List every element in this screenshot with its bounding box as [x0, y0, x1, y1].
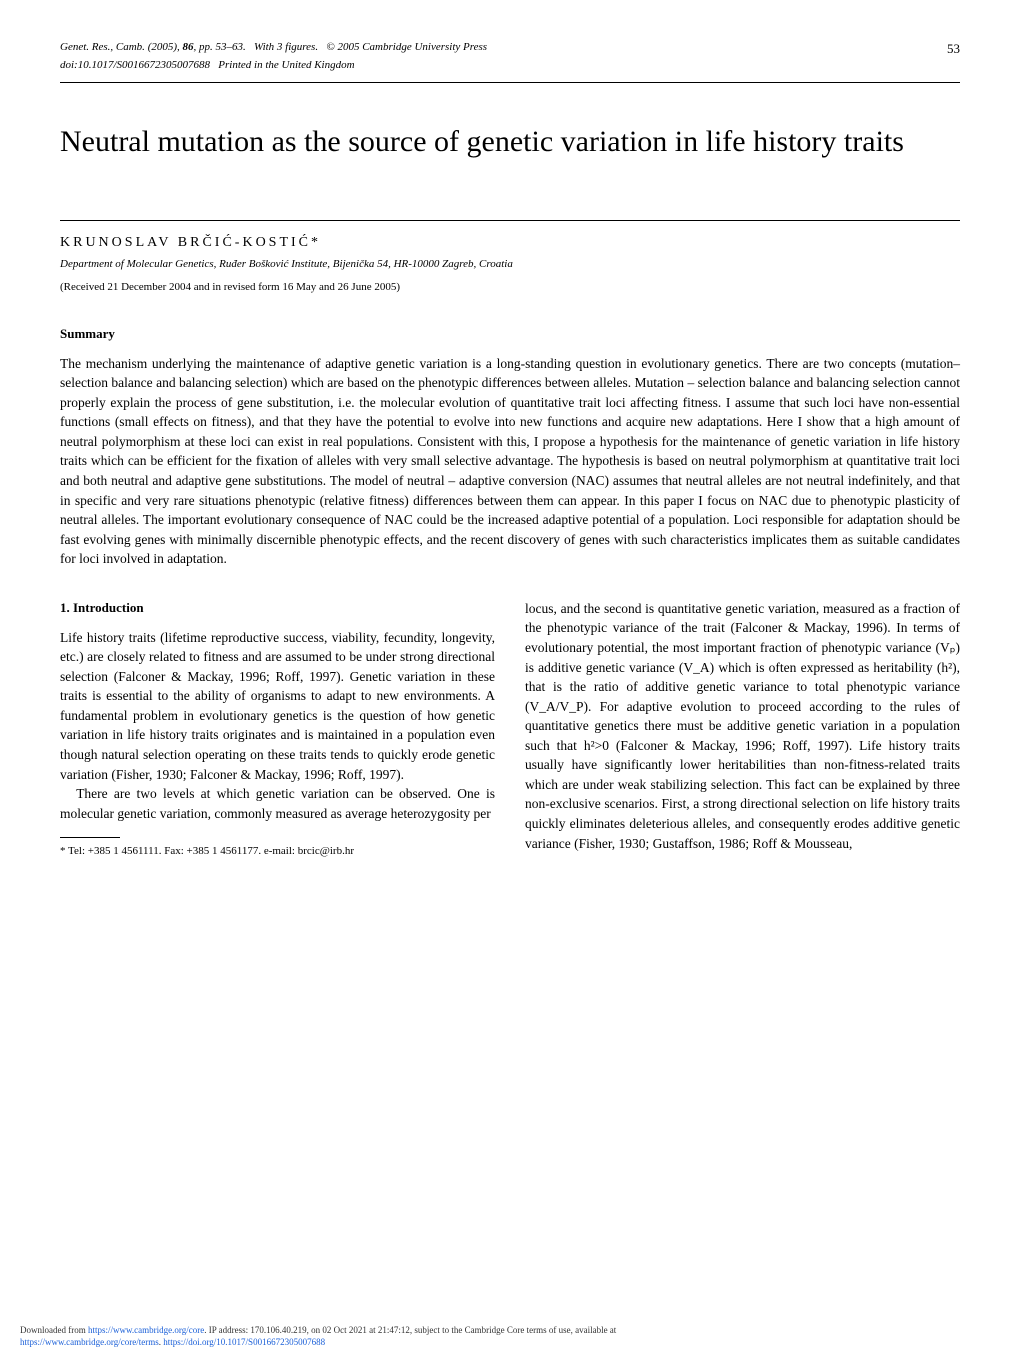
- journal-doi: doi:10.1017/S0016672305007688: [60, 59, 210, 71]
- column-left: 1. Introduction Life history traits (lif…: [60, 599, 495, 860]
- author-section: KRUNOSLAV BRČIĆ-KOSTIĆ* Department of Mo…: [60, 220, 960, 295]
- journal-name: Genet. Res., Camb.: [60, 41, 145, 53]
- footer-link-core[interactable]: https://www.cambridge.org/core: [88, 1325, 204, 1335]
- journal-copyright: © 2005 Cambridge University Press: [326, 41, 487, 53]
- body-columns: 1. Introduction Life history traits (lif…: [60, 599, 960, 860]
- footer-post: . IP address: 170.106.40.219, on 02 Oct …: [204, 1325, 616, 1335]
- summary-text: The mechanism underlying the maintenance…: [60, 354, 960, 569]
- journal-pages: pp. 53–63.: [199, 41, 246, 53]
- journal-figures: With 3 figures.: [254, 41, 318, 53]
- page-number: 53: [947, 40, 960, 58]
- footer-pre: Downloaded from: [20, 1325, 88, 1335]
- author-footnote: * Tel: +385 1 4561111. Fax: +385 1 45611…: [60, 844, 495, 860]
- column-right: locus, and the second is quantitative ge…: [525, 599, 960, 860]
- author-name: KRUNOSLAV BRČIĆ-KOSTIĆ*: [60, 233, 960, 253]
- paper-title: Neutral mutation as the source of geneti…: [60, 123, 960, 161]
- footer-link-terms[interactable]: https://www.cambridge.org/core/terms: [20, 1337, 159, 1347]
- summary-heading: Summary: [60, 325, 960, 343]
- intro-heading: 1. Introduction: [60, 599, 495, 618]
- journal-year: (2005): [148, 41, 177, 53]
- journal-volume: 86: [183, 41, 194, 53]
- journal-header: Genet. Res., Camb. (2005), 86, pp. 53–63…: [60, 40, 960, 83]
- affiliation: Department of Molecular Genetics, Ruđer …: [60, 257, 960, 272]
- footer-link-doi[interactable]: https://doi.org/10.1017/S001667230500768…: [163, 1337, 325, 1347]
- page-footer: Downloaded from https://www.cambridge.or…: [20, 1324, 616, 1349]
- journal-printed: Printed in the United Kingdom: [218, 59, 354, 71]
- footnote-separator: [60, 837, 120, 838]
- intro-p3: locus, and the second is quantitative ge…: [525, 599, 960, 853]
- received-date: (Received 21 December 2004 and in revise…: [60, 280, 960, 295]
- intro-p1: Life history traits (lifetime reproducti…: [60, 628, 495, 785]
- intro-p2: There are two levels at which genetic va…: [60, 784, 495, 823]
